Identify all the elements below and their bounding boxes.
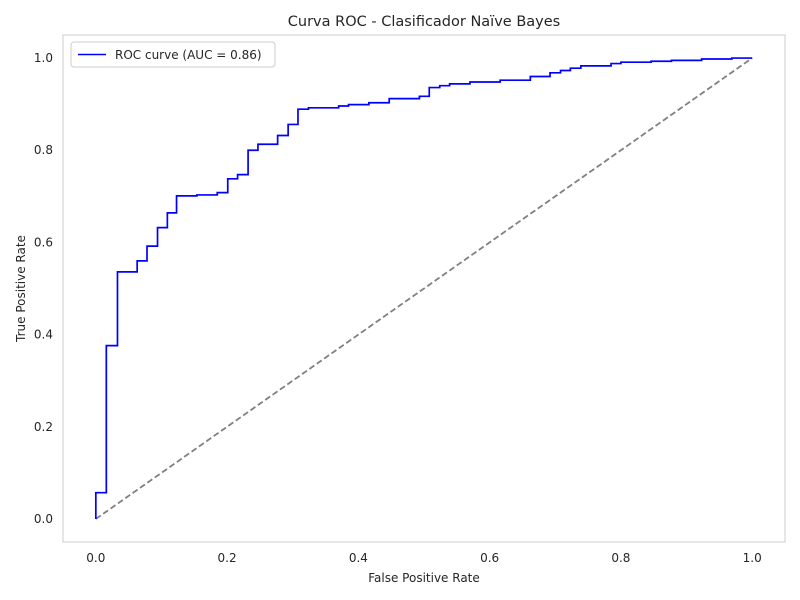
x-tick-label: 0.6 (480, 551, 499, 565)
legend-box (70, 41, 276, 68)
roc-curve-line (94, 57, 753, 519)
y-tick-label: 0.0 (34, 512, 53, 526)
y-tick-label: 0.6 (34, 235, 53, 249)
y-tick-label: 0.2 (34, 420, 53, 434)
y-tick-label: 0.8 (34, 143, 53, 157)
x-tick-label: 0.4 (349, 551, 368, 565)
y-axis-ticks: 0.0 0.2 0.4 0.6 0.8 1.0 (34, 51, 53, 526)
y-tick-label: 0.4 (34, 328, 53, 342)
x-axis-label: False Positive Rate (368, 571, 480, 585)
x-tick-label: 0.8 (611, 551, 630, 565)
x-axis-ticks: 0.0 0.2 0.4 0.6 0.8 1.0 (86, 551, 761, 565)
x-tick-label: 1.0 (743, 551, 762, 565)
x-tick-label: 0.0 (86, 551, 105, 565)
series-layer (94, 57, 753, 520)
legend: ROC curve (AUC = 0.86) (70, 41, 276, 68)
x-tick-label: 0.2 (218, 551, 237, 565)
y-tick-label: 1.0 (34, 51, 53, 65)
y-axis-label: True Positive Rate (14, 235, 28, 343)
chance-diagonal-line (95, 57, 753, 520)
legend-label-roc: ROC curve (AUC = 0.86) (115, 48, 262, 62)
chart-title: Curva ROC - Clasificador Naïve Bayes (288, 14, 560, 30)
